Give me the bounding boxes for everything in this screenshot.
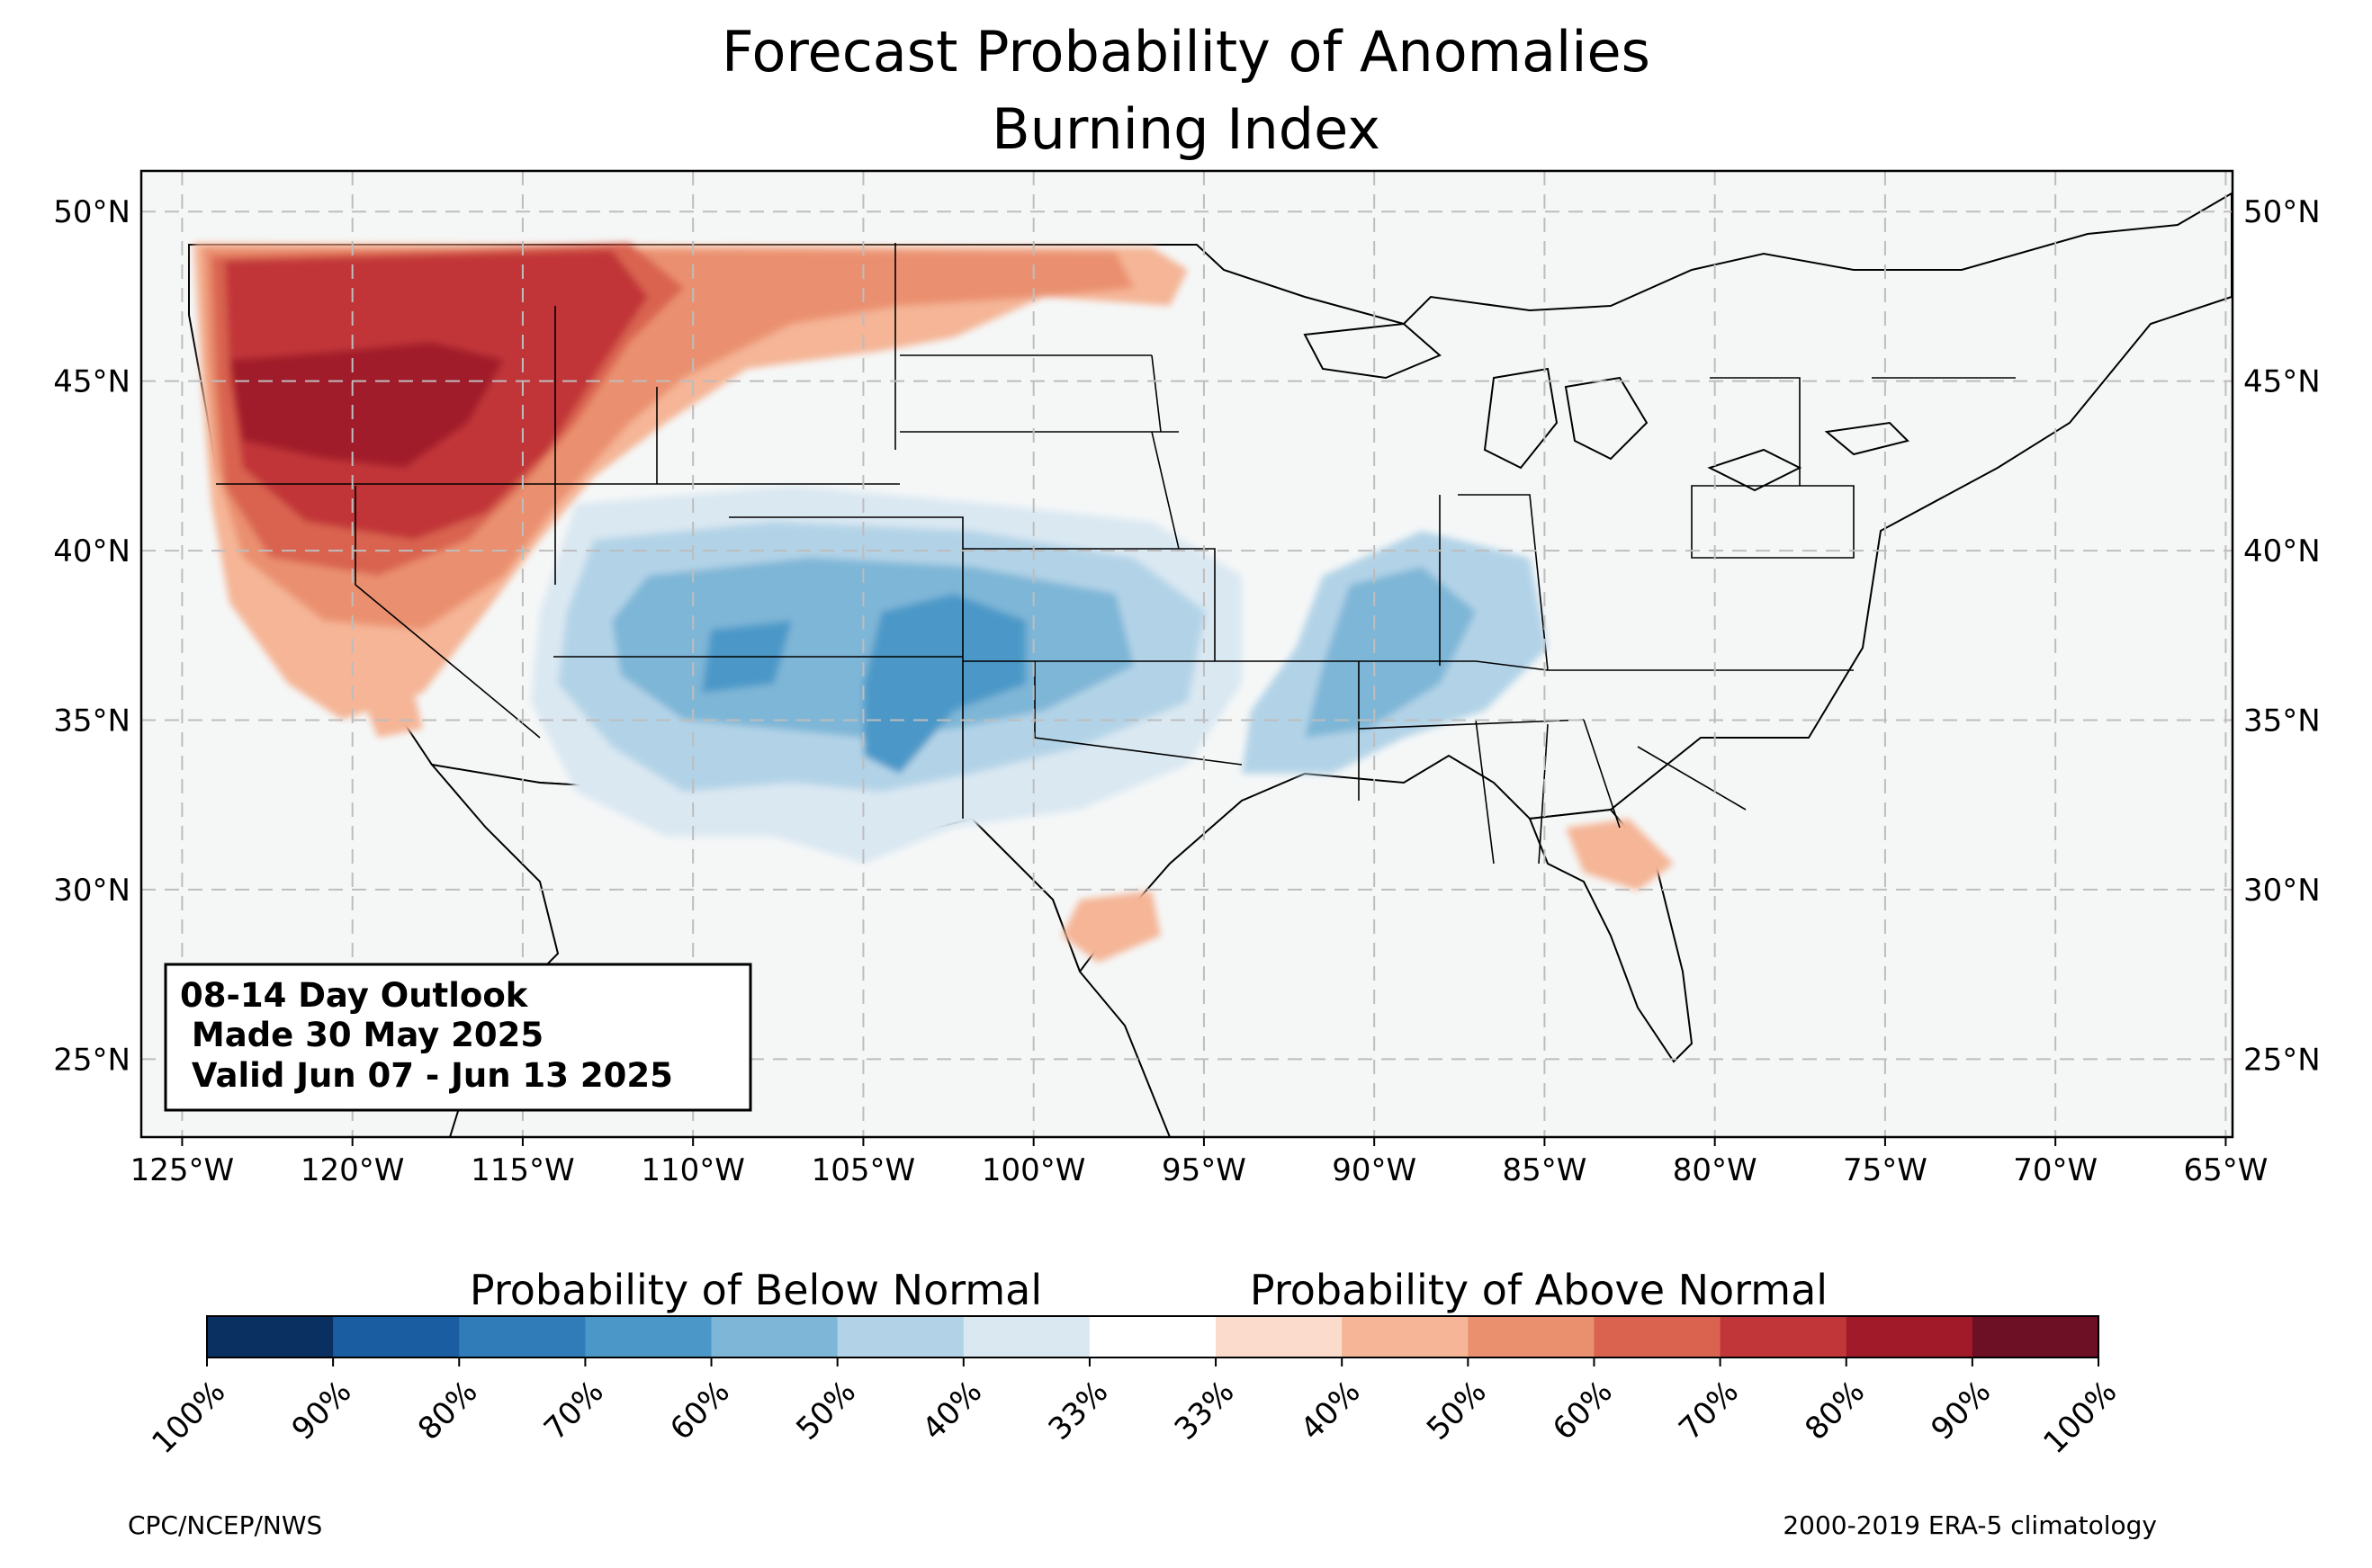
colorbar-tick-label: 33%: [1168, 1374, 1242, 1447]
lon-label: 85°W: [1502, 1152, 1586, 1188]
colorbar-tick-label: 40%: [915, 1374, 989, 1447]
lat-label-left: 30°N: [53, 873, 130, 909]
colorbar-swatch: [207, 1316, 334, 1357]
colorbar-swatch: [1468, 1316, 1595, 1357]
region-tx-above: [1062, 891, 1161, 963]
colorbar-swatch: [1720, 1316, 1847, 1357]
footer-climatology: 2000-2019 ERA-5 climatology: [1783, 1510, 2157, 1540]
colorbar-tick-label: 90%: [285, 1374, 359, 1447]
lon-label: 90°W: [1332, 1152, 1416, 1188]
lat-label-right: 45°N: [2243, 364, 2321, 400]
colorbar-frame: [206, 1315, 2099, 1358]
colorbar-swatch: [837, 1316, 965, 1357]
lon-label: 65°W: [2183, 1152, 2268, 1188]
colorbar-swatch: [1342, 1316, 1469, 1357]
colorbar-swatches: [207, 1316, 2099, 1357]
lon-label: 115°W: [471, 1152, 575, 1188]
region-midsouth-below-50: [1305, 567, 1476, 738]
outlook-frame: [164, 963, 752, 1112]
colorbar: Probability of Below Normal Probability …: [145, 1266, 2124, 1461]
lon-label: 70°W: [2013, 1152, 2098, 1188]
lon-label: 95°W: [1162, 1152, 1246, 1188]
colorbar-swatch: [1089, 1316, 1217, 1357]
lat-label-right: 40°N: [2243, 533, 2321, 569]
longitude-labels: 125°W 120°W 115°W 110°W 105°W 100°W 95°W 90°W 85…: [130, 1137, 2268, 1188]
outlook-made-date: Made 30 May 2025: [180, 1016, 544, 1054]
colorbar-tick-label: 80%: [411, 1374, 485, 1447]
region-nw-above-80: [229, 342, 504, 468]
lon-label: 125°W: [130, 1152, 235, 1188]
colorbar-tick-label: 33%: [1042, 1374, 1116, 1447]
lat-label-right: 35°N: [2243, 703, 2321, 739]
colorbar-swatch: [1594, 1316, 1721, 1357]
colorbar-swatch: [333, 1316, 460, 1357]
colorbar-swatch: [1846, 1316, 1973, 1357]
outlook-box: 08-14 Day Outlook Made 30 May 2025 Valid…: [164, 963, 752, 1112]
colorbar-swatch: [711, 1316, 839, 1357]
lon-label: 120°W: [301, 1152, 405, 1188]
region-ca-above: [360, 693, 423, 738]
outlook-valid-dates: Valid Jun 07 - Jun 13 2025: [180, 1056, 673, 1095]
lat-label-left: 45°N: [53, 364, 130, 400]
lat-label-right: 50°N: [2243, 194, 2321, 230]
footer-credit: CPC/NCEP/NWS: [128, 1510, 322, 1540]
colorbar-tick-label: 50%: [789, 1374, 863, 1447]
great-lakes: [1303, 322, 1909, 492]
colorbar-tick-label: 100%: [145, 1374, 232, 1461]
colorbar-tick-label: 100%: [2036, 1374, 2124, 1461]
lon-label: 100°W: [982, 1152, 1086, 1188]
map-subtitle: Burning Index: [992, 96, 1380, 162]
colorbar-swatch: [585, 1316, 713, 1357]
colorbar-tick-label: 60%: [1546, 1374, 1620, 1447]
lat-label-right: 25°N: [2243, 1042, 2321, 1078]
state-lines-west: [216, 243, 1216, 819]
region-se-above: [1566, 819, 1674, 891]
lat-label-left: 50°N: [53, 194, 130, 230]
lon-label: 110°W: [641, 1152, 745, 1188]
lat-label-left: 40°N: [53, 533, 130, 569]
colorbar-tick-label: 80%: [1798, 1374, 1872, 1447]
state-lines-east: [1475, 377, 2016, 865]
colorbar-tick-label: 70%: [537, 1374, 611, 1447]
colorbar-above-label: Probability of Above Normal: [1250, 1266, 1828, 1314]
state-boundaries: [216, 243, 2016, 865]
state-lines-central: [1034, 431, 1855, 801]
colorbar-swatch: [963, 1316, 1091, 1357]
region-sw-below-60: [702, 594, 1026, 774]
colorbar-tick-label: 50%: [1420, 1374, 1494, 1447]
colorbar-ticks: 100% 90% 80% 70% 60% 50% 40% 33% 33% 40% 50% 60% 70%…: [145, 1357, 2124, 1461]
lon-label: 105°W: [812, 1152, 916, 1188]
latitude-labels-left: 50°N 45°N 40°N 35°N 30°N 25°N: [53, 194, 130, 1078]
colorbar-swatch: [1972, 1316, 2099, 1357]
outlook-period: 08-14 Day Outlook: [180, 976, 529, 1015]
map-title: Forecast Probability of Anomalies: [722, 19, 1650, 85]
lat-label-left: 25°N: [53, 1042, 130, 1078]
lon-label: 80°W: [1673, 1152, 1757, 1188]
colorbar-tick-label: 40%: [1294, 1374, 1368, 1447]
map-frame: [139, 169, 2234, 1139]
colorbar-swatch: [1216, 1316, 1343, 1357]
latitude-labels-right: 50°N 45°N 40°N 35°N 30°N 25°N: [2243, 194, 2321, 1078]
colorbar-tick-label: 60%: [663, 1374, 737, 1447]
colorbar-swatch: [459, 1316, 586, 1357]
lat-label-right: 30°N: [2243, 873, 2321, 909]
lat-label-left: 35°N: [53, 703, 130, 739]
lon-label: 75°W: [1843, 1152, 1927, 1188]
colorbar-tick-label: 70%: [1672, 1374, 1746, 1447]
colorbar-tick-label: 90%: [1925, 1374, 1999, 1447]
colorbar-below-label: Probability of Below Normal: [470, 1266, 1042, 1314]
